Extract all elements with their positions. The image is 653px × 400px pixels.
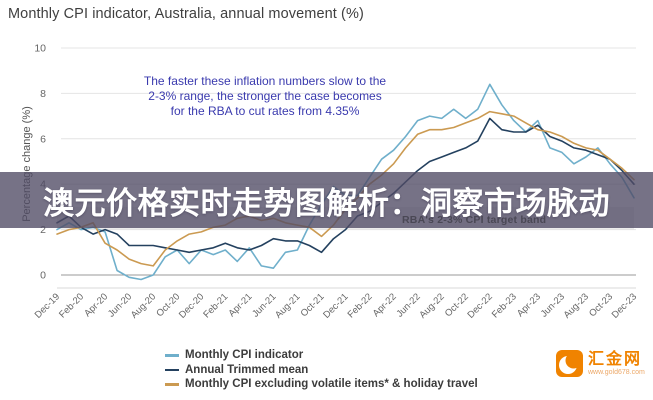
x-tick-label: Feb-20 (57, 291, 86, 320)
x-tick-label: Apr-21 (227, 291, 255, 319)
crescent-logo-icon (556, 350, 583, 377)
y-tick-label: 2 (40, 224, 46, 236)
x-tick-label: Apr-23 (515, 291, 543, 319)
legend-swatch-icon (165, 383, 179, 386)
annotation-line-1: The faster these inflation numbers slow … (143, 74, 387, 88)
chart-legend: Monthly CPI indicator Annual Trimmed mean… (165, 348, 478, 392)
page-title: Monthly CPI indicator, Australia, annual… (8, 6, 364, 22)
headline-banner: 澳元价格实时走势图解析：洞察市场脉动 (0, 172, 653, 228)
legend-item-2: Monthly CPI excluding volatile items* & … (165, 377, 478, 392)
legend-swatch-icon (165, 368, 179, 371)
legend-swatch-icon (165, 354, 179, 357)
y-tick-label: 6 (40, 133, 46, 145)
legend-item-0: Monthly CPI indicator (165, 348, 478, 363)
y-tick-label: 8 (40, 88, 46, 100)
watermark-logo: 汇金网 www.gold678.com (556, 350, 645, 377)
legend-label: Monthly CPI excluding volatile items* & … (185, 378, 478, 391)
x-tick-label: Aug-22 (417, 291, 446, 320)
x-tick-label: Feb-21 (201, 291, 230, 320)
x-tick-label: Dec-19 (33, 291, 62, 320)
x-tick-label: Dec-23 (610, 291, 639, 320)
series-line-1 (56, 117, 635, 254)
headline-text: 澳元价格实时走势图解析：洞察市场脉动 (43, 185, 610, 221)
x-tick-label: Aug-20 (129, 291, 158, 320)
x-tick-label: Aug-23 (562, 291, 591, 320)
legend-label: Monthly CPI indicator (185, 349, 304, 362)
legend-label: Annual Trimmed mean (185, 363, 309, 376)
x-tick-label: Apr-20 (82, 291, 110, 319)
x-tick-label: Aug-21 (273, 291, 302, 320)
annotation-line-3: for the RBA to cut rates from 4.35% (170, 104, 360, 118)
x-tick-label: Apr-22 (371, 291, 399, 319)
x-tick-label: Feb-23 (490, 291, 519, 320)
watermark-site: www.gold678.com (588, 369, 645, 376)
x-tick-label: Dec-21 (321, 291, 350, 320)
x-tick-label: Feb-22 (346, 291, 375, 320)
y-tick-label: 0 (40, 270, 46, 282)
annotation-line-2: 2-3% range, the stronger the case become… (148, 89, 382, 103)
watermark-brand: 汇金网 (588, 351, 643, 368)
chart-annotation: The faster these inflation numbers slow … (120, 74, 410, 119)
rba-target-band-label: RBA's 2-3% CPI target band (402, 214, 547, 226)
x-tick-label: Dec-22 (465, 291, 494, 320)
legend-item-1: Annual Trimmed mean (165, 363, 478, 378)
x-tick-label: Dec-20 (177, 291, 206, 320)
y-tick-label: 10 (34, 43, 46, 55)
